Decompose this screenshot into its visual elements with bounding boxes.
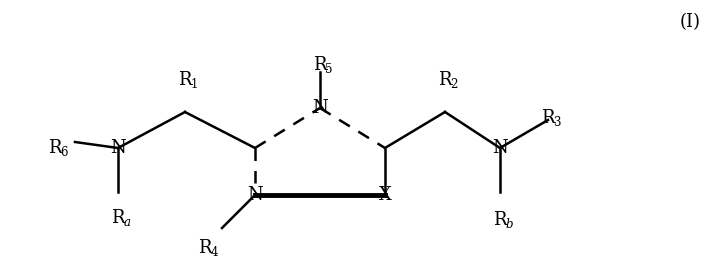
Text: 3: 3 (554, 116, 561, 129)
Text: R: R (178, 71, 192, 89)
Text: 4: 4 (210, 246, 218, 259)
Text: R: R (198, 239, 212, 257)
Text: R: R (111, 209, 125, 227)
Text: 5: 5 (325, 63, 333, 76)
Text: b: b (505, 218, 513, 231)
Text: N: N (110, 139, 126, 157)
Text: R: R (313, 56, 327, 74)
Text: 2: 2 (450, 78, 458, 91)
Text: (I): (I) (679, 13, 701, 31)
Text: R: R (438, 71, 452, 89)
Text: N: N (312, 99, 328, 117)
Text: 6: 6 (60, 146, 68, 159)
Text: N: N (247, 186, 263, 204)
Text: N: N (492, 139, 508, 157)
Text: R: R (541, 109, 555, 127)
Text: X: X (378, 186, 391, 204)
Text: R: R (493, 211, 507, 229)
Text: 1: 1 (190, 78, 198, 91)
Text: a: a (123, 216, 131, 229)
Text: R: R (48, 139, 62, 157)
